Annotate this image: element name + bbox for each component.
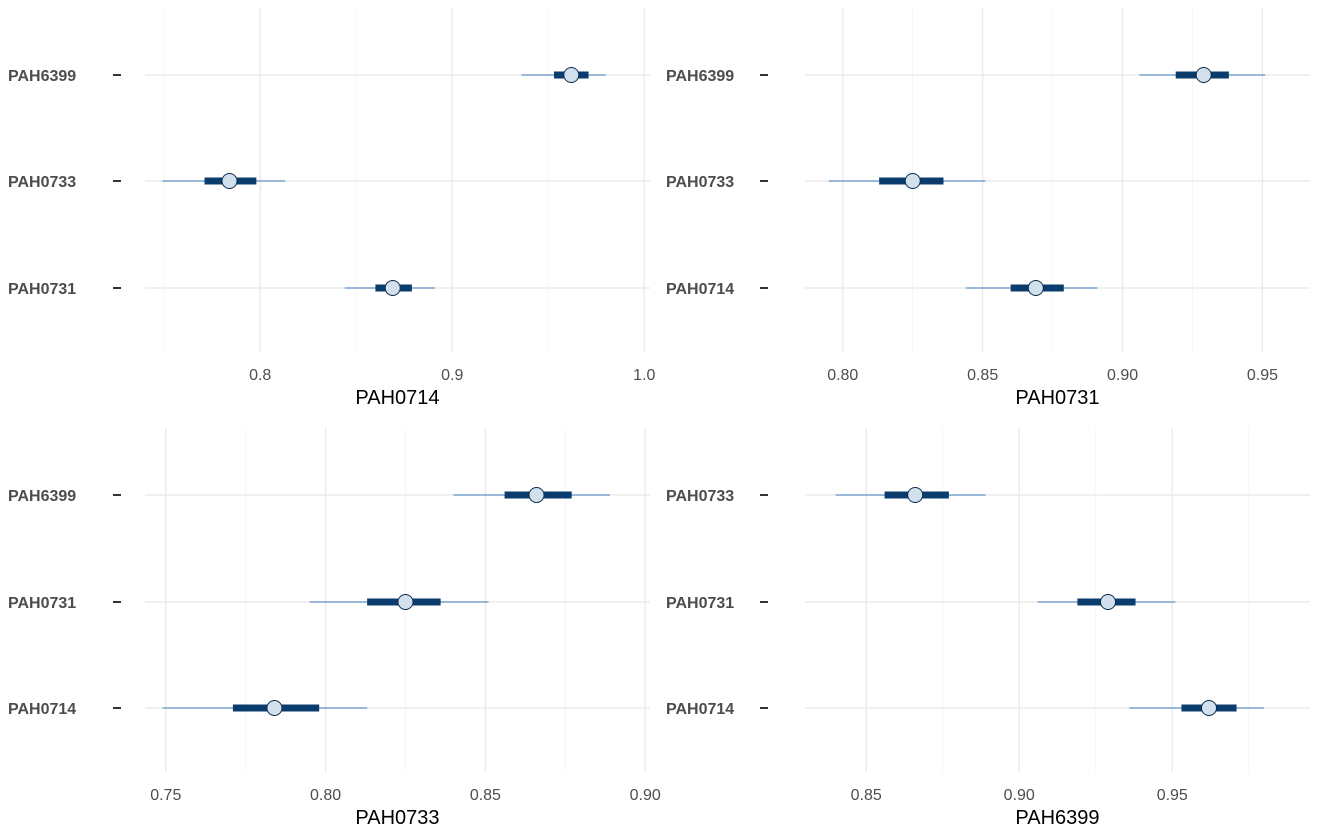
y-tick-label: PAH0714 (8, 701, 76, 718)
point-estimate-pah0714 (1201, 700, 1217, 716)
x-axis-title: PAH0733 (355, 807, 439, 829)
point-estimate-pah6399 (528, 487, 545, 503)
point-estimate-pah6399 (1195, 67, 1212, 83)
x-tick-label: 0.9 (441, 367, 463, 384)
x-tick-label: 0.8 (249, 367, 271, 384)
x-axis-title: PAH6399 (1015, 807, 1099, 829)
y-tick-label: PAH0731 (666, 595, 734, 612)
x-tick-label: 0.95 (1247, 367, 1278, 384)
x-tick-label: 1.0 (633, 367, 655, 384)
point-estimate-pah0714 (266, 700, 283, 716)
y-tick-label: PAH0731 (8, 281, 76, 298)
x-tick-label: 0.85 (851, 787, 882, 804)
x-tick-label: 0.90 (630, 787, 661, 804)
y-tick-label: PAH0733 (8, 174, 76, 191)
x-tick-label: 0.75 (150, 787, 181, 804)
x-tick-label: 0.80 (310, 787, 341, 804)
x-tick-label: 0.90 (1004, 787, 1035, 804)
panel-4: 0.85 0.90 0.95 PAH0733 PAH0731 PAH0714 PAH6399 (666, 428, 1310, 829)
panel-2: 0.80 0.85 0.90 0.95 PAH6399 PAH0733 PAH0714 PAH… (666, 8, 1310, 409)
point-estimate-pah0733 (907, 487, 924, 503)
y-tick-label: PAH0733 (666, 174, 734, 191)
y-tick-label: PAH0714 (666, 281, 734, 298)
point-estimate-pah0731 (1100, 594, 1116, 610)
x-tick-label: 0.90 (1107, 367, 1138, 384)
y-tick-label: PAH6399 (666, 68, 734, 85)
x-axis-title: PAH0714 (355, 387, 439, 409)
point-estimate-pah0733 (904, 173, 921, 189)
y-tick-label: PAH6399 (8, 488, 76, 505)
x-tick-label: 0.85 (967, 367, 998, 384)
point-estimate-pah0731 (384, 280, 401, 296)
point-estimate-pah6399 (563, 67, 580, 83)
panel-1: 0.8 0.9 1.0 PAH6399 PAH0733 PAH0731 PAH0714 (8, 8, 655, 409)
x-axis-title: PAH0731 (1015, 387, 1099, 409)
x-tick-label: 0.80 (827, 367, 858, 384)
y-tick-label: PAH0714 (666, 701, 734, 718)
y-tick-label: PAH0731 (8, 595, 76, 612)
point-estimate-pah0731 (397, 594, 414, 610)
x-tick-label: 0.85 (470, 787, 501, 804)
y-tick-label: PAH6399 (8, 68, 76, 85)
y-tick-label: PAH0733 (666, 488, 734, 505)
x-tick-label: 0.95 (1157, 787, 1188, 804)
point-estimate-pah0733 (221, 173, 238, 189)
point-estimate-pah0714 (1027, 280, 1044, 296)
panel-3: 0.75 0.80 0.85 0.90 PAH6399 PAH0731 PAH0714 PAH… (8, 428, 661, 829)
